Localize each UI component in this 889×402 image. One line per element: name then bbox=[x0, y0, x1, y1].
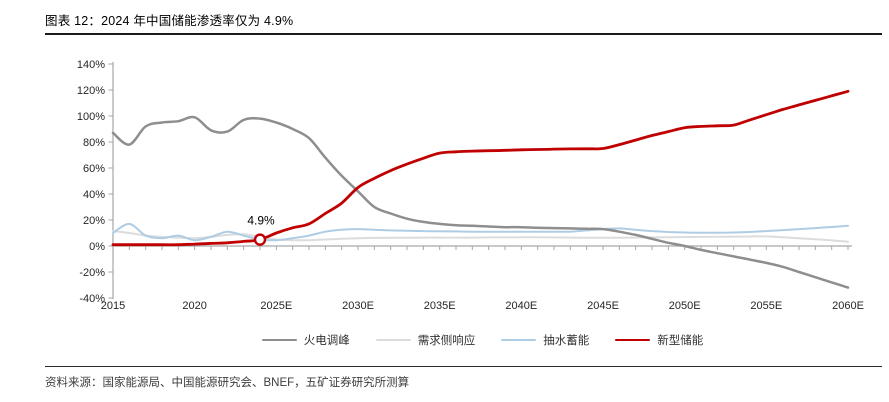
legend-label: 火电调峰 bbox=[303, 335, 350, 347]
y-tick-label: 60% bbox=[83, 163, 105, 175]
series-line-2 bbox=[112, 222, 849, 242]
title-divider bbox=[45, 33, 882, 35]
y-tick-label: 100% bbox=[77, 111, 105, 123]
chart-canvas: 140% 120% 100% 80% 60% 40% 20% 0% -20% -40%2015 20… bbox=[77, 59, 864, 312]
y-tick-label: 80% bbox=[83, 137, 105, 149]
annotation-label: 4.9% bbox=[247, 214, 275, 228]
legend-label: 新型储能 bbox=[657, 335, 704, 347]
x-tick-label: 2060E bbox=[832, 300, 864, 312]
x-tick-label: 2015 bbox=[101, 300, 125, 312]
legend-label: 需求侧响应 bbox=[417, 335, 476, 347]
legend-label: 抽水蓄能 bbox=[543, 335, 590, 347]
legend-item: 需求侧响应 bbox=[375, 332, 476, 348]
source-divider bbox=[45, 366, 882, 367]
series-line-1 bbox=[112, 230, 849, 243]
storage-penetration-chart: 140% 120% 100% 80% 60% 40% 20% 0% -20% -40% 2015 20… bbox=[77, 59, 864, 349]
legend-line-swatch bbox=[501, 339, 537, 341]
legend-line-swatch bbox=[615, 338, 651, 342]
annotation-marker bbox=[253, 233, 267, 246]
series-line-0 bbox=[111, 115, 850, 289]
x-tick-label: 2045E bbox=[587, 300, 619, 312]
x-tick-label: 2030E bbox=[342, 300, 374, 312]
x-tick-label: 2025E bbox=[260, 300, 292, 312]
x-tick-label: 2040E bbox=[505, 300, 537, 312]
figure-title: 图表 12：2024 年中国储能渗透率仅为 4.9% bbox=[45, 14, 294, 28]
chart-legend: 火电调峰 需求侧响应 抽水蓄能 新型储能 bbox=[113, 331, 852, 349]
y-tick-label: -40% bbox=[79, 293, 105, 305]
legend-item: 抽水蓄能 bbox=[501, 332, 589, 348]
y-tick-label: 0% bbox=[89, 241, 105, 253]
y-tick-label: 40% bbox=[83, 189, 105, 201]
y-tick-label: -20% bbox=[79, 267, 105, 279]
legend-line-swatch bbox=[261, 338, 297, 342]
legend-item: 火电调峰 bbox=[261, 332, 350, 348]
y-tick-label: 20% bbox=[83, 215, 105, 227]
legend-line-swatch bbox=[375, 339, 411, 341]
x-tick-label: 2035E bbox=[424, 300, 456, 312]
source-note: 资料来源：国家能源局、中国能源研究会、BNEF，五矿证券研究所测算 bbox=[45, 377, 410, 389]
x-tick-label: 2050E bbox=[669, 300, 701, 312]
series-line-3 bbox=[111, 89, 850, 247]
y-tick-label: 120% bbox=[77, 85, 105, 97]
x-tick-label: 2055E bbox=[750, 300, 782, 312]
legend-item: 新型储能 bbox=[615, 332, 703, 348]
y-tick-label: 140% bbox=[77, 59, 105, 71]
x-tick-label: 2020 bbox=[182, 300, 206, 312]
